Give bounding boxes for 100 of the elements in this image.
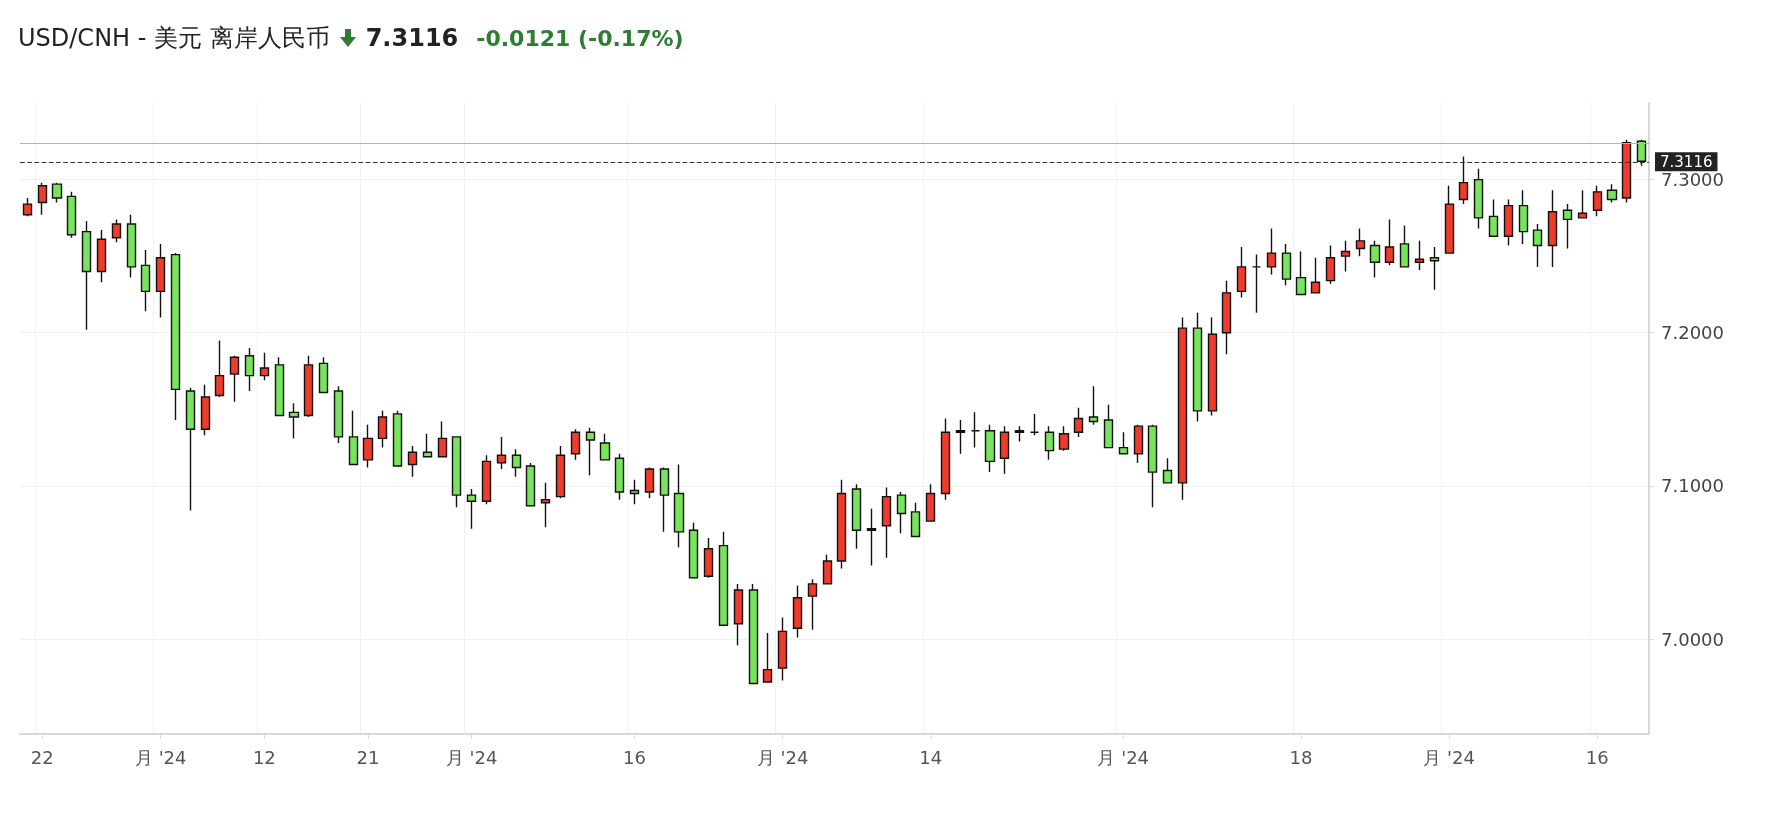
candlestick <box>1058 425 1070 452</box>
candlestick <box>303 355 314 418</box>
candlestick <box>244 347 255 392</box>
candlestick <box>748 583 759 685</box>
candlestick <box>22 197 33 218</box>
candlestick <box>481 454 492 505</box>
candlestick <box>955 419 966 455</box>
candlestick <box>1444 185 1455 254</box>
x-tick-label: 月 '24 <box>1097 746 1150 768</box>
x-tick-label: 月 '24 <box>756 746 809 768</box>
x-tick-label: 18 <box>1289 746 1313 768</box>
candlestick <box>999 425 1010 475</box>
candlestick <box>96 229 107 283</box>
candlestick <box>1473 168 1484 230</box>
candlestick <box>1310 256 1321 294</box>
candlestick <box>392 410 403 467</box>
candlestick <box>185 387 196 512</box>
candlestick <box>422 433 433 458</box>
candlestick <box>318 356 329 394</box>
candlestick <box>214 339 225 398</box>
candlestick <box>496 436 507 470</box>
candlestick <box>1251 253 1262 314</box>
candlestick <box>348 410 359 466</box>
candlestick <box>1577 189 1588 219</box>
candlestick <box>1073 407 1084 438</box>
candlestick <box>1088 385 1099 426</box>
candlestick <box>111 218 122 244</box>
candlestick <box>673 463 685 548</box>
candlestick <box>599 433 611 461</box>
text: 7.3116 <box>365 24 459 52</box>
candlestick <box>126 214 137 279</box>
candlestick <box>1399 224 1410 268</box>
candlestick <box>170 252 181 421</box>
candlestick <box>1295 250 1307 296</box>
candlestick <box>807 578 818 631</box>
candlestick <box>1488 198 1499 237</box>
candlestick <box>970 411 981 449</box>
y-tick-label: 7.2000 <box>1661 322 1724 344</box>
candlestick <box>629 479 640 505</box>
candlestick <box>1221 279 1232 355</box>
y-tick-label: 7.0000 <box>1661 628 1724 650</box>
candlestick <box>540 482 551 528</box>
candlestick <box>881 486 892 559</box>
candlestick <box>1606 183 1618 204</box>
candlestick <box>1518 189 1529 245</box>
candlestick <box>1414 240 1425 271</box>
candlestick <box>614 453 625 501</box>
candlestick <box>910 502 921 538</box>
candlestick <box>437 420 448 458</box>
candlestick <box>288 402 300 440</box>
candlestick <box>1369 240 1381 279</box>
candlestick <box>1532 223 1543 268</box>
candlestick <box>1266 227 1277 276</box>
candlestick <box>703 537 714 579</box>
x-tick-label: 21 <box>356 746 380 768</box>
candlestick <box>1636 139 1647 167</box>
candlestick <box>659 466 670 533</box>
candlestick <box>377 410 388 449</box>
candlestick <box>792 584 803 639</box>
x-tick-label: 月 '24 <box>445 746 498 768</box>
candlestick <box>1133 423 1144 464</box>
candlestick <box>333 385 344 444</box>
candlestick <box>1429 246 1440 291</box>
candlestick <box>511 448 522 478</box>
candlestick <box>570 428 581 461</box>
candlestick <box>733 583 744 646</box>
candlestick <box>1340 240 1351 273</box>
x-tick-label: 16 <box>623 746 647 768</box>
candlestick <box>1592 185 1603 218</box>
candlestick <box>1562 203 1573 250</box>
candlestick <box>644 466 655 499</box>
candlestick <box>1162 457 1173 484</box>
candlestick <box>155 243 166 319</box>
candlestick <box>259 351 270 381</box>
candlestick <box>836 479 847 570</box>
candlestick <box>407 445 418 478</box>
candlestick <box>229 355 240 403</box>
candlestick <box>1281 243 1292 286</box>
candlestick <box>555 445 566 499</box>
x-tick-label: 月 '24 <box>134 746 187 768</box>
candlestick <box>940 417 951 501</box>
candlestick <box>1103 404 1114 449</box>
candlestick <box>1355 227 1366 257</box>
candlestick <box>362 423 374 469</box>
candlestick <box>1044 425 1055 461</box>
chart-title: USD/CNH - 美元 离岸人民币 <box>18 23 330 54</box>
candlestick <box>1207 316 1218 417</box>
candlestick <box>1325 244 1336 285</box>
candlestick <box>1118 431 1129 455</box>
candlestick <box>451 436 462 509</box>
candlestick <box>1458 155 1469 205</box>
candlestick <box>1014 425 1025 443</box>
candlestick <box>1192 312 1203 423</box>
candlestick <box>274 356 285 417</box>
candlestick <box>851 483 862 550</box>
candlestick <box>1029 413 1040 437</box>
candlestick <box>896 491 907 535</box>
candlestick <box>51 181 63 204</box>
candlestick <box>66 191 77 239</box>
candlestick <box>466 488 477 530</box>
